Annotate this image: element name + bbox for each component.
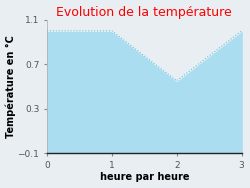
Y-axis label: Température en °C: Température en °C	[6, 35, 16, 138]
X-axis label: heure par heure: heure par heure	[100, 172, 189, 182]
Title: Evolution de la température: Evolution de la température	[56, 6, 232, 19]
